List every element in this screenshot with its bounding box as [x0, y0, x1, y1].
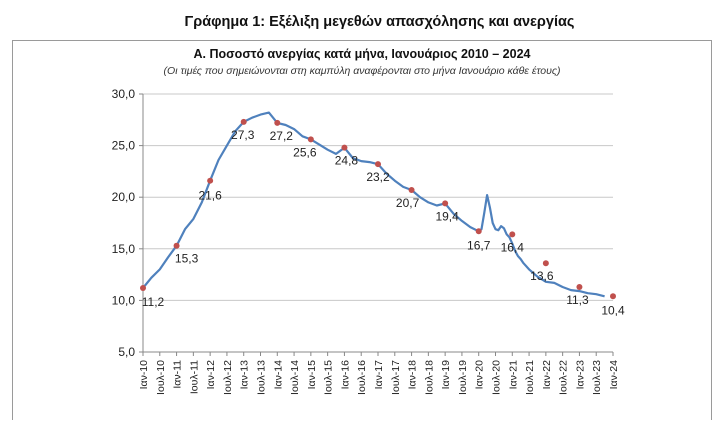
x-tick-label: Ιουλ-20: [491, 360, 503, 395]
x-tick-label: Ιαν-24: [608, 360, 620, 390]
data-label: 27,3: [231, 128, 255, 142]
data-label: 24,8: [335, 154, 359, 168]
data-point-marker: [542, 260, 549, 267]
x-tick-label: Ιουλ-18: [423, 360, 435, 395]
x-tick-label: Ιουλ-21: [524, 360, 536, 395]
x-tick-label: Ιουλ-12: [222, 360, 234, 395]
data-point-marker: [307, 136, 314, 143]
x-tick-label: Ιαν-11: [172, 360, 184, 389]
data-point-marker: [140, 285, 146, 292]
x-tick-label: Ιουλ-17: [390, 360, 402, 395]
data-label: 25,6: [293, 145, 317, 159]
data-label: 16,4: [501, 240, 525, 254]
x-tick-label: Ιαν-19: [440, 360, 452, 390]
y-tick-label: 10,0: [112, 293, 136, 307]
data-point-marker: [207, 177, 214, 184]
y-tick-label: 20,0: [112, 190, 136, 204]
x-tick-label: Ιαν-20: [474, 360, 486, 390]
series-line: [142, 111, 605, 298]
figure-title: Γράφημα 1: Εξέλιξη μεγεθών απασχόλησης κ…: [184, 14, 575, 30]
y-tick-label: 25,0: [112, 139, 136, 153]
data-point-marker: [274, 119, 281, 126]
data-point-marker: [576, 283, 583, 290]
chart-title: Α. Ποσοστό ανεργίας κατά μήνα, Ιανουάριο…: [193, 47, 531, 61]
x-tick-label: Ιαν-12: [205, 360, 217, 390]
x-tick-label: Ιαν-16: [339, 360, 351, 390]
data-point-marker: [509, 231, 516, 238]
x-tick-label: Ιαν-10: [138, 360, 150, 390]
data-point-marker: [475, 228, 482, 235]
x-tick-label: Ιαν-23: [574, 360, 586, 390]
data-point-marker: [375, 161, 381, 168]
data-label: 20,7: [396, 196, 420, 210]
x-tick-label: Ιουλ-16: [356, 360, 368, 395]
data-label: 11,3: [566, 293, 589, 307]
x-tick-label: Ιαν-22: [541, 360, 553, 390]
data-point-marker: [442, 200, 449, 207]
data-label: 27,2: [270, 129, 294, 143]
x-tick-label: Ιουλ-23: [591, 360, 603, 395]
data-label: 16,7: [467, 238, 491, 252]
data-label: 15,3: [175, 252, 199, 266]
chart-frame: [12, 40, 712, 420]
data-point-marker: [610, 293, 616, 300]
data-label: 21,6: [198, 189, 222, 203]
x-tick-label: Ιαν-14: [272, 360, 284, 390]
x-tick-label: Ιουλ-13: [256, 360, 268, 395]
x-tick-label: Ιαν-18: [407, 360, 419, 390]
y-tick-label: 30,0: [112, 87, 136, 101]
x-tick-label: Ιουλ-11: [188, 360, 200, 394]
x-tick-label: Ιουλ-19: [457, 360, 469, 395]
y-tick-label: 5,0: [118, 345, 135, 359]
data-point-marker: [240, 118, 247, 125]
x-tick-label: Ιουλ-10: [155, 360, 167, 395]
x-tick-label: Ιαν-15: [306, 360, 318, 390]
data-label: 11,2: [142, 295, 165, 309]
x-tick-label: Ιαν-13: [239, 360, 251, 390]
x-tick-label: Ιαν-17: [373, 360, 385, 390]
data-label: 13,6: [530, 269, 554, 283]
data-label: 23,2: [366, 170, 390, 184]
y-tick-label: 15,0: [112, 242, 136, 256]
data-label: 19,4: [435, 209, 459, 223]
x-tick-label: Ιουλ-14: [289, 360, 301, 395]
chart-subtitle: (Οι τιμές που σημειώνονται στη καμπύλη α…: [163, 65, 561, 77]
x-tick-label: Ιαν-21: [507, 360, 519, 390]
data-point-marker: [408, 186, 415, 193]
x-tick-label: Ιουλ-22: [558, 360, 570, 395]
data-point-marker: [173, 242, 180, 249]
data-point-marker: [341, 144, 348, 151]
x-tick-label: Ιουλ-15: [323, 360, 335, 395]
data-label: 10,4: [601, 303, 625, 317]
